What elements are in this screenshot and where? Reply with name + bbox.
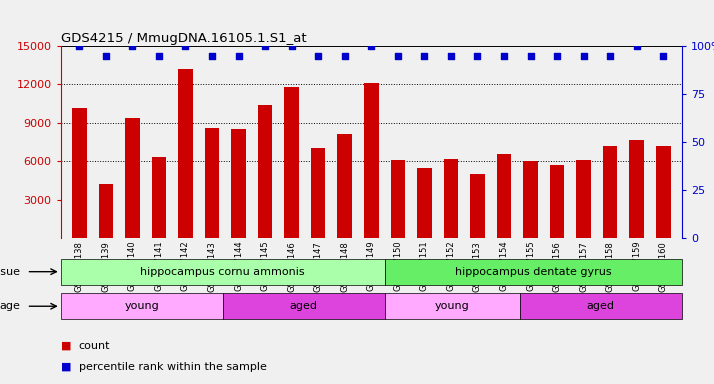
- Bar: [205, 128, 219, 238]
- Point: [658, 53, 669, 59]
- Text: young: young: [435, 301, 470, 311]
- Bar: [520, 293, 682, 319]
- Bar: [391, 160, 405, 238]
- Point: [154, 53, 165, 59]
- Text: aged: aged: [290, 301, 318, 311]
- Bar: [603, 146, 618, 238]
- Point: [313, 53, 324, 59]
- Bar: [61, 259, 385, 285]
- Point: [631, 43, 643, 49]
- Point: [525, 53, 536, 59]
- Bar: [223, 293, 385, 319]
- Point: [446, 53, 457, 59]
- Bar: [497, 154, 511, 238]
- Bar: [417, 168, 432, 238]
- Bar: [72, 108, 86, 238]
- Bar: [125, 118, 140, 238]
- Bar: [443, 159, 458, 238]
- Text: young: young: [124, 301, 159, 311]
- Bar: [523, 161, 538, 238]
- Point: [286, 43, 297, 49]
- Bar: [364, 83, 378, 238]
- Point: [472, 53, 483, 59]
- Bar: [470, 174, 485, 238]
- Text: tissue: tissue: [0, 266, 20, 277]
- Point: [551, 53, 563, 59]
- Point: [605, 53, 616, 59]
- Point: [578, 53, 589, 59]
- Text: hippocampus dentate gyrus: hippocampus dentate gyrus: [455, 266, 612, 277]
- Text: count: count: [79, 341, 110, 351]
- Text: ■: ■: [61, 341, 71, 351]
- Bar: [61, 293, 223, 319]
- Bar: [178, 69, 193, 238]
- Bar: [258, 105, 273, 238]
- Point: [418, 53, 430, 59]
- Bar: [311, 149, 326, 238]
- Text: ■: ■: [61, 362, 71, 372]
- Bar: [385, 293, 520, 319]
- Point: [498, 53, 510, 59]
- Bar: [99, 184, 113, 238]
- Bar: [630, 139, 644, 238]
- Point: [366, 43, 377, 49]
- Bar: [576, 160, 591, 238]
- Bar: [151, 157, 166, 238]
- Point: [392, 53, 403, 59]
- Point: [126, 43, 138, 49]
- Text: age: age: [0, 301, 20, 311]
- Bar: [338, 134, 352, 238]
- Point: [339, 53, 351, 59]
- Point: [233, 53, 244, 59]
- Bar: [385, 259, 682, 285]
- Text: percentile rank within the sample: percentile rank within the sample: [79, 362, 266, 372]
- Point: [259, 43, 271, 49]
- Point: [74, 43, 85, 49]
- Point: [100, 53, 111, 59]
- Bar: [231, 129, 246, 238]
- Text: GDS4215 / MmugDNA.16105.1.S1_at: GDS4215 / MmugDNA.16105.1.S1_at: [61, 32, 306, 45]
- Point: [206, 53, 218, 59]
- Bar: [284, 87, 299, 238]
- Text: aged: aged: [587, 301, 615, 311]
- Bar: [656, 146, 670, 238]
- Text: hippocampus cornu ammonis: hippocampus cornu ammonis: [141, 266, 305, 277]
- Point: [180, 43, 191, 49]
- Bar: [550, 165, 564, 238]
